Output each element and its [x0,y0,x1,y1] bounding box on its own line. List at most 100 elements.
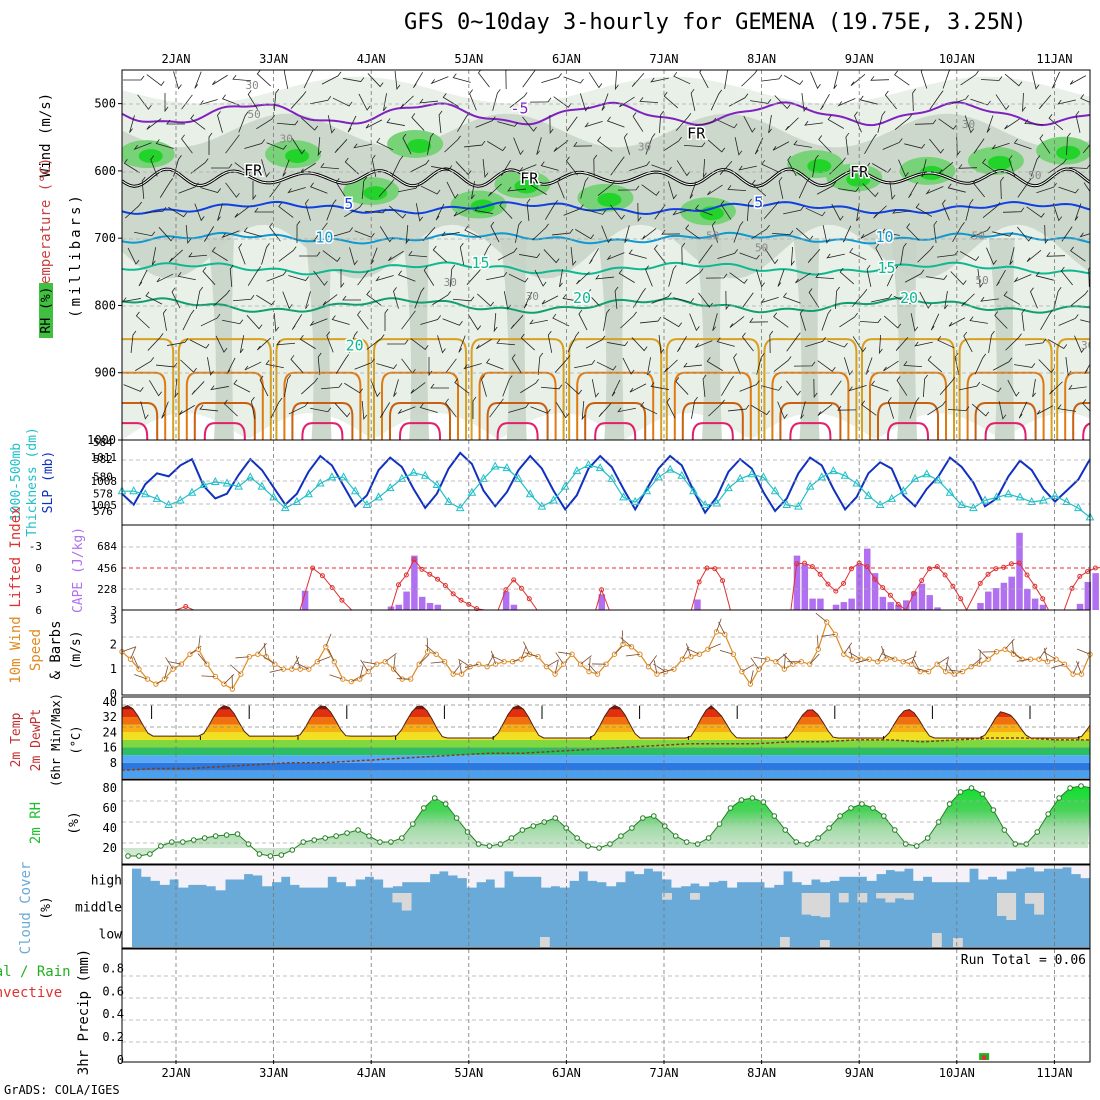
wind-barb [269,182,281,198]
wind-barb [1038,94,1052,110]
temp-panel-frame [121,696,1091,780]
wind-barb [712,313,718,331]
thickness-tick-label: 576 [93,505,113,518]
rh-marker [826,825,832,831]
wind-barb [653,663,666,672]
wind-barb [344,382,363,394]
wind-barb [881,653,895,660]
wind-barb [233,379,251,393]
wind-barb [686,648,700,655]
wind-barb [580,655,592,665]
isotherm-label: 15 [877,259,895,277]
wind-barb [751,405,771,416]
wind-barb [167,338,189,346]
wind-barb [982,202,1001,218]
wind-barb [970,226,991,238]
cape-bar [1084,581,1092,610]
wind-barb [977,269,984,288]
cape-bar [848,598,855,610]
thickness-marker [969,503,978,512]
cloud-high-cell [513,866,524,877]
wind-barb [1057,99,1076,105]
cloud-high-cell [197,866,207,885]
wind-barb [1088,266,1090,288]
thickness-marker [339,472,348,481]
wind-barb [520,333,535,351]
wind-barb [133,142,152,151]
cape-bar [1039,604,1047,610]
thickness-marker [199,479,208,489]
rh-90-area [407,139,432,153]
wind-barb [121,646,136,653]
cloud-high-cell [178,866,189,888]
wind-barb [201,675,216,678]
wind-barb [566,116,578,132]
wind-barb [135,311,150,329]
cloud-high-cell [773,866,784,885]
precip-legend-convective: Convective [0,985,62,1001]
wind-barb [145,291,163,305]
wind-barb [929,90,944,110]
wind-barb [386,118,405,126]
wind-barb [492,89,501,111]
wind-barb [273,312,280,333]
thickness-marker [315,478,325,487]
cloud-middle-cell [820,893,831,918]
isotherm-label: -5 [511,100,529,118]
wind-barb [446,181,459,199]
wind-barb [194,203,205,222]
wind-barb [173,71,182,90]
pressure-tick-label: 700 [94,231,116,245]
wind-barb [1021,308,1026,331]
temp-band [122,762,1090,771]
wind-barb [818,135,832,153]
cloud-middle-cell [1024,893,1035,904]
wind-barb [173,155,182,177]
wind-barb [640,401,658,415]
wind-barb [877,111,886,133]
rh-contour-label: 30 [1081,339,1094,352]
rh-marker [859,801,865,807]
wind-barb [246,315,263,330]
wind-barb [1069,75,1087,85]
wind-barb [335,178,347,198]
temp-band [122,747,1090,756]
thickness-marker [129,486,139,495]
wind-barb [554,355,571,373]
wind-barb [761,385,783,391]
lifted-index-marker [419,566,425,572]
wind-barb [651,164,672,172]
cloud-high-cell [485,866,496,880]
thickness-marker [280,503,290,512]
wind-barb [958,164,978,169]
wind-barb [641,184,660,196]
lifted-index-marker [339,597,345,603]
wind-barb [309,318,328,327]
wind-barb [1065,357,1072,376]
wind-barb [784,75,804,86]
wind-barb [310,96,332,105]
wind-barb [654,204,666,220]
wind-barb [938,118,957,130]
wind-barb [1072,661,1080,675]
wind-barb [573,141,593,147]
cloud-high-cell [252,866,263,876]
rh-marker [968,785,975,791]
wind-barb [301,377,319,395]
wind-barb [375,275,394,282]
thickness-marker [852,478,862,487]
rh-marker [749,795,756,801]
cloud-high-cell [550,866,561,887]
wind-barb [870,380,889,392]
wind-barb [889,181,896,200]
wind-barb [1068,164,1090,169]
wind-barb [754,137,764,155]
cloud-high-cell [996,866,1007,880]
cloud-high-cell [234,866,245,880]
wind-barb [805,207,826,217]
wind-barb [388,250,404,262]
cape-tick-label: 3 [110,604,117,617]
rh-marker [475,841,482,847]
wind-barb [493,312,498,333]
thickness-marker [152,493,162,502]
